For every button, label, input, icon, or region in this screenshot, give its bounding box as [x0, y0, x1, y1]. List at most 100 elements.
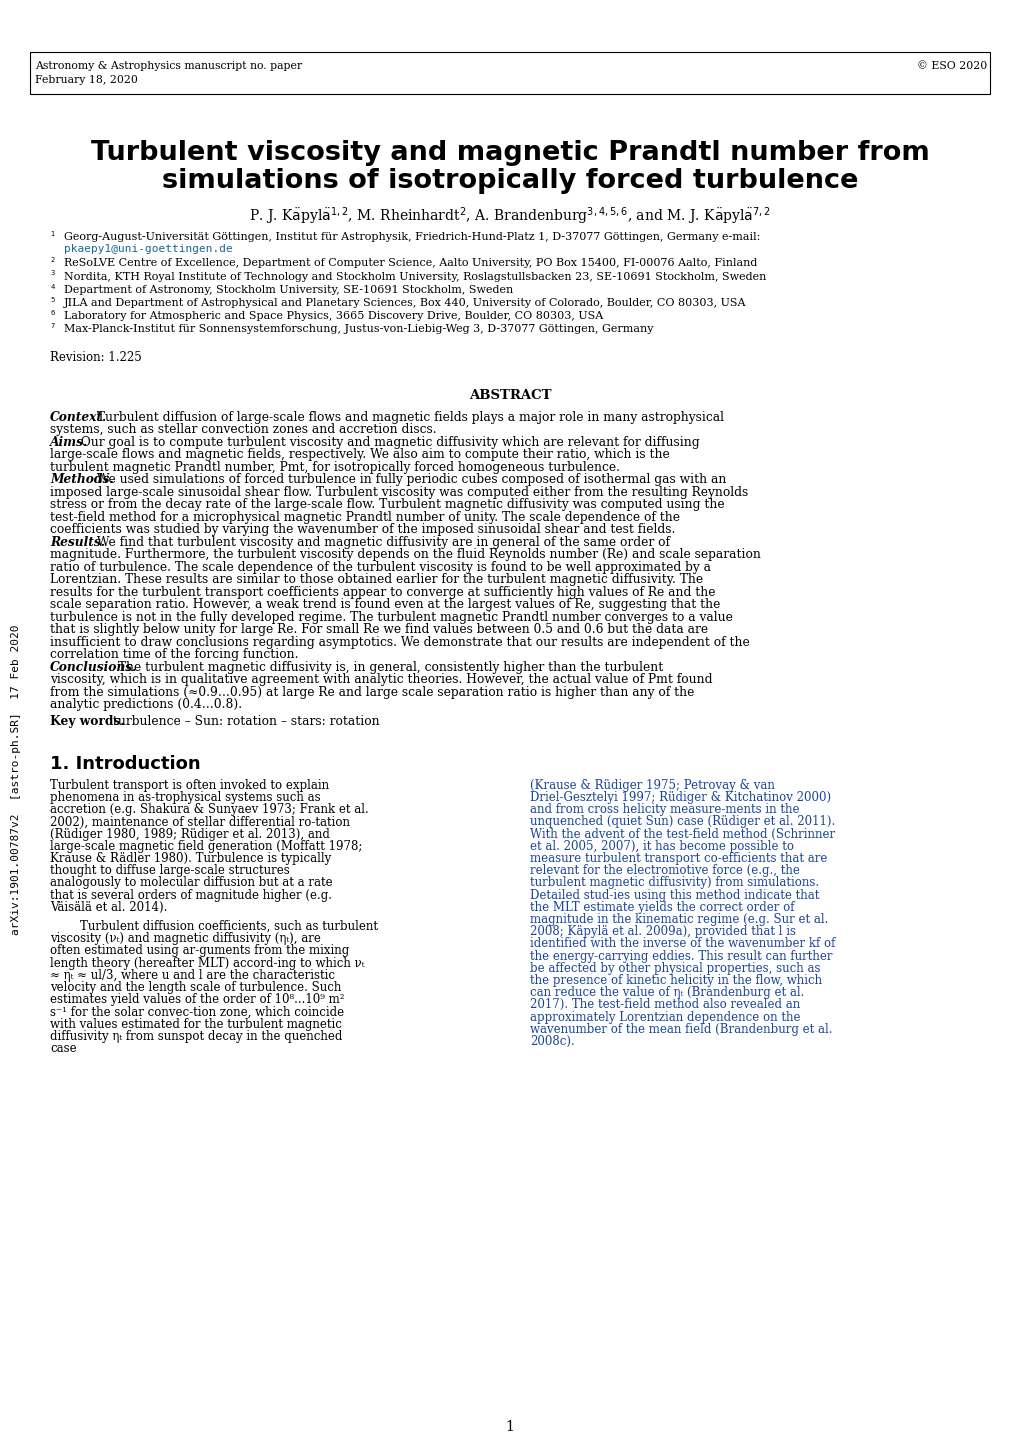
Text: $^{6}$: $^{6}$ — [50, 311, 56, 320]
Text: coefficients was studied by varying the wavenumber of the imposed sinusoidal she: coefficients was studied by varying the … — [50, 523, 675, 536]
Text: unquenched (quiet Sun) case (Rüdiger et al. 2011).: unquenched (quiet Sun) case (Rüdiger et … — [530, 815, 835, 828]
Text: Department of Astronomy, Stockholm University, SE-10691 Stockholm, Sweden: Department of Astronomy, Stockholm Unive… — [64, 286, 513, 294]
Text: pkaepy1@uni-goettingen.de: pkaepy1@uni-goettingen.de — [64, 244, 232, 254]
Text: and from cross helicity measure-ments in the: and from cross helicity measure-ments in… — [530, 803, 799, 816]
Text: estimates yield values of the order of 10⁸...10⁹ m²: estimates yield values of the order of 1… — [50, 994, 344, 1007]
Text: the presence of kinetic helicity in the flow, which: the presence of kinetic helicity in the … — [530, 973, 821, 986]
Text: Turbulent diffusion of large-scale flows and magnetic fields plays a major role : Turbulent diffusion of large-scale flows… — [93, 411, 723, 424]
Text: correlation time of the forcing function.: correlation time of the forcing function… — [50, 649, 299, 662]
Text: Turbulent viscosity and magnetic Prandtl number from: Turbulent viscosity and magnetic Prandtl… — [91, 140, 928, 166]
Text: results for the turbulent transport coefficients appear to converge at sufficien: results for the turbulent transport coef… — [50, 585, 714, 598]
Text: Results.: Results. — [50, 536, 105, 549]
Text: Revision: 1.225: Revision: 1.225 — [50, 350, 142, 363]
Text: (Rüdiger 1980, 1989; Rüdiger et al. 2013), and: (Rüdiger 1980, 1989; Rüdiger et al. 2013… — [50, 828, 329, 841]
Text: thought to diffuse large-scale structures: thought to diffuse large-scale structure… — [50, 864, 289, 877]
Text: wavenumber of the mean field (Brandenburg et al.: wavenumber of the mean field (Brandenbur… — [530, 1022, 832, 1035]
Text: analytic predictions (0.4…0.8).: analytic predictions (0.4…0.8). — [50, 698, 242, 711]
Text: can reduce the value of ηₜ (Brandenburg et al.: can reduce the value of ηₜ (Brandenburg … — [530, 986, 804, 999]
Text: $^{1}$: $^{1}$ — [50, 232, 56, 241]
Text: be affected by other physical properties, such as: be affected by other physical properties… — [530, 962, 819, 975]
Text: Nordita, KTH Royal Institute of Technology and Stockholm University, Roslagstull: Nordita, KTH Royal Institute of Technolo… — [64, 271, 765, 281]
Text: ABSTRACT: ABSTRACT — [469, 389, 550, 402]
Text: turbulence is not in the fully developed regime. The turbulent magnetic Prandtl : turbulence is not in the fully developed… — [50, 611, 733, 624]
Text: $^{2}$: $^{2}$ — [50, 258, 56, 267]
Text: Turbulent transport is often invoked to explain: Turbulent transport is often invoked to … — [50, 779, 329, 792]
Text: stress or from the decay rate of the large-scale flow. Turbulent magnetic diffus: stress or from the decay rate of the lar… — [50, 499, 723, 512]
Text: often estimated using ar-guments from the mixing: often estimated using ar-guments from th… — [50, 945, 348, 957]
Text: phenomena in as-trophysical systems such as: phenomena in as-trophysical systems such… — [50, 792, 320, 805]
Text: imposed large-scale sinusoidal shear flow. Turbulent viscosity was computed eith: imposed large-scale sinusoidal shear flo… — [50, 486, 748, 499]
Text: February 18, 2020: February 18, 2020 — [35, 75, 138, 85]
Text: large-scale magnetic field generation (Moffatt 1978;: large-scale magnetic field generation (M… — [50, 839, 362, 852]
Text: ≈ ηₜ ≈ ul/3, where u and l are the characteristic: ≈ ηₜ ≈ ul/3, where u and l are the chara… — [50, 969, 334, 982]
Text: P. J. K$\ddot{\mathrm{a}}$pyl$\ddot{\mathrm{a}}$$^{1,2}$, M. Rheinhardt$^{2}$, A: P. J. K$\ddot{\mathrm{a}}$pyl$\ddot{\mat… — [249, 205, 770, 226]
Text: with values estimated for the turbulent magnetic: with values estimated for the turbulent … — [50, 1018, 341, 1031]
Text: 1. Introduction: 1. Introduction — [50, 754, 201, 773]
Text: Turbulent diffusion coefficients, such as turbulent: Turbulent diffusion coefficients, such a… — [79, 920, 378, 933]
Text: $^{7}$: $^{7}$ — [50, 324, 56, 333]
Text: the energy-carrying eddies. This result can further: the energy-carrying eddies. This result … — [530, 950, 832, 963]
Text: $^{3}$: $^{3}$ — [50, 271, 56, 281]
Text: 2008; Käpylä et al. 2009a), provided that l is: 2008; Käpylä et al. 2009a), provided tha… — [530, 926, 795, 939]
Text: viscosity (νₜ) and magnetic diffusivity (ηₜ), are: viscosity (νₜ) and magnetic diffusivity … — [50, 932, 321, 945]
Text: We find that turbulent viscosity and magnetic diffusivity are in general of the : We find that turbulent viscosity and mag… — [93, 536, 669, 549]
Text: from the simulations (≈0.9…0.95) at large Re and large scale separation ratio is: from the simulations (≈0.9…0.95) at larg… — [50, 686, 694, 699]
Text: et al. 2005, 2007), it has become possible to: et al. 2005, 2007), it has become possib… — [530, 839, 793, 852]
Text: $^{5}$: $^{5}$ — [50, 298, 56, 307]
Text: Laboratory for Atmospheric and Space Physics, 3665 Discovery Drive, Boulder, CO : Laboratory for Atmospheric and Space Phy… — [64, 311, 602, 322]
Text: systems, such as stellar convection zones and accretion discs.: systems, such as stellar convection zone… — [50, 424, 436, 437]
Text: that is several orders of magnitude higher (e.g.: that is several orders of magnitude high… — [50, 888, 331, 901]
Text: ReSoLVE Centre of Excellence, Department of Computer Science, Aalto University, : ReSoLVE Centre of Excellence, Department… — [64, 258, 757, 268]
Text: Our goal is to compute turbulent viscosity and magnetic diffusivity which are re: Our goal is to compute turbulent viscosi… — [76, 435, 699, 448]
Text: length theory (hereafter MLT) accord-ing to which νₜ: length theory (hereafter MLT) accord-ing… — [50, 956, 364, 969]
Text: the MLT estimate yields the correct order of: the MLT estimate yields the correct orde… — [530, 901, 794, 914]
Text: 2017). The test-field method also revealed an: 2017). The test-field method also reveal… — [530, 998, 800, 1011]
Text: © ESO 2020: © ESO 2020 — [916, 61, 986, 71]
Text: arXiv:1901.00787v2  [astro-ph.SR]  17 Feb 2020: arXiv:1901.00787v2 [astro-ph.SR] 17 Feb … — [11, 624, 21, 936]
Text: insufficient to draw conclusions regarding asymptotics. We demonstrate that our : insufficient to draw conclusions regardi… — [50, 636, 749, 649]
Text: $^{4}$: $^{4}$ — [50, 286, 56, 294]
Text: measure turbulent transport co-efficients that are: measure turbulent transport co-efficient… — [530, 852, 826, 865]
Text: turbulent magnetic Prandtl number, Pmt, for isotropically forced homogeneous tur: turbulent magnetic Prandtl number, Pmt, … — [50, 461, 620, 474]
Text: Detailed stud-ies using this method indicate that: Detailed stud-ies using this method indi… — [530, 888, 818, 901]
Text: Context.: Context. — [50, 411, 107, 424]
Bar — [30, 52, 989, 94]
Text: ratio of turbulence. The scale dependence of the turbulent viscosity is found to: ratio of turbulence. The scale dependenc… — [50, 561, 710, 574]
Text: large-scale flows and magnetic fields, respectively. We also aim to compute thei: large-scale flows and magnetic fields, r… — [50, 448, 669, 461]
Text: With the advent of the test-field method (Schrinner: With the advent of the test-field method… — [530, 828, 835, 841]
Text: simulations of isotropically forced turbulence: simulations of isotropically forced turb… — [162, 169, 857, 195]
Text: that is slightly below unity for large Re. For small Re we find values between 0: that is slightly below unity for large R… — [50, 623, 707, 636]
Text: viscosity, which is in qualitative agreement with analytic theories. However, th: viscosity, which is in qualitative agree… — [50, 673, 712, 686]
Text: Georg-August-Universität Göttingen, Institut für Astrophysik, Friedrich-Hund-Pla: Georg-August-Universität Göttingen, Inst… — [64, 232, 759, 242]
Text: turbulence – Sun: rotation – stars: rotation: turbulence – Sun: rotation – stars: rota… — [109, 715, 379, 728]
Text: Driel-Gesztelyi 1997; Rüdiger & Kitchatinov 2000): Driel-Gesztelyi 1997; Rüdiger & Kitchati… — [530, 792, 830, 805]
Text: test-field method for a microphysical magnetic Prandtl number of unity. The scal: test-field method for a microphysical ma… — [50, 510, 680, 523]
Text: Key words.: Key words. — [50, 715, 124, 728]
Text: JILA and Department of Astrophysical and Planetary Sciences, Box 440, University: JILA and Department of Astrophysical and… — [64, 298, 746, 309]
Text: magnitude. Furthermore, the turbulent viscosity depends on the fluid Reynolds nu: magnitude. Furthermore, the turbulent vi… — [50, 548, 760, 561]
Text: analogously to molecular diffusion but at a rate: analogously to molecular diffusion but a… — [50, 877, 332, 890]
Text: (Krause & Rüdiger 1975; Petrovay & van: (Krause & Rüdiger 1975; Petrovay & van — [530, 779, 774, 792]
Text: approximately Lorentzian dependence on the: approximately Lorentzian dependence on t… — [530, 1011, 800, 1024]
Text: Max-Planck-Institut für Sonnensystemforschung, Justus-von-Liebig-Weg 3, D-37077 : Max-Planck-Institut für Sonnensystemfors… — [64, 324, 653, 335]
Text: case: case — [50, 1043, 76, 1056]
Text: s⁻¹ for the solar convec-tion zone, which coincide: s⁻¹ for the solar convec-tion zone, whic… — [50, 1005, 343, 1018]
Text: 2008c).: 2008c). — [530, 1035, 574, 1048]
Text: identified with the inverse of the wavenumber kf of: identified with the inverse of the waven… — [530, 937, 835, 950]
Text: The turbulent magnetic diffusivity is, in general, consistently higher than the : The turbulent magnetic diffusivity is, i… — [114, 660, 662, 673]
Text: Väisälä et al. 2014).: Väisälä et al. 2014). — [50, 901, 167, 914]
Text: 1: 1 — [505, 1420, 514, 1433]
Text: accretion (e.g. Shakura & Sunyaev 1973; Frank et al.: accretion (e.g. Shakura & Sunyaev 1973; … — [50, 803, 369, 816]
Text: Krause & Rädler 1980). Turbulence is typically: Krause & Rädler 1980). Turbulence is typ… — [50, 852, 331, 865]
Text: relevant for the electromotive force (e.g., the: relevant for the electromotive force (e.… — [530, 864, 799, 877]
Text: Aims.: Aims. — [50, 435, 89, 448]
Text: diffusivity ηₜ from sunspot decay in the quenched: diffusivity ηₜ from sunspot decay in the… — [50, 1030, 342, 1043]
Text: turbulent magnetic diffusivity) from simulations.: turbulent magnetic diffusivity) from sim… — [530, 877, 818, 890]
Text: velocity and the length scale of turbulence. Such: velocity and the length scale of turbule… — [50, 981, 341, 994]
Text: scale separation ratio. However, a weak trend is found even at the largest value: scale separation ratio. However, a weak … — [50, 598, 719, 611]
Text: magnitude in the kinematic regime (e.g. Sur et al.: magnitude in the kinematic regime (e.g. … — [530, 913, 827, 926]
Text: Conclusions.: Conclusions. — [50, 660, 138, 673]
Text: Astronomy & Astrophysics manuscript no. paper: Astronomy & Astrophysics manuscript no. … — [35, 61, 302, 71]
Text: We used simulations of forced turbulence in fully periodic cubes composed of iso: We used simulations of forced turbulence… — [93, 473, 726, 486]
Text: Lorentzian. These results are similar to those obtained earlier for the turbulen: Lorentzian. These results are similar to… — [50, 574, 702, 587]
